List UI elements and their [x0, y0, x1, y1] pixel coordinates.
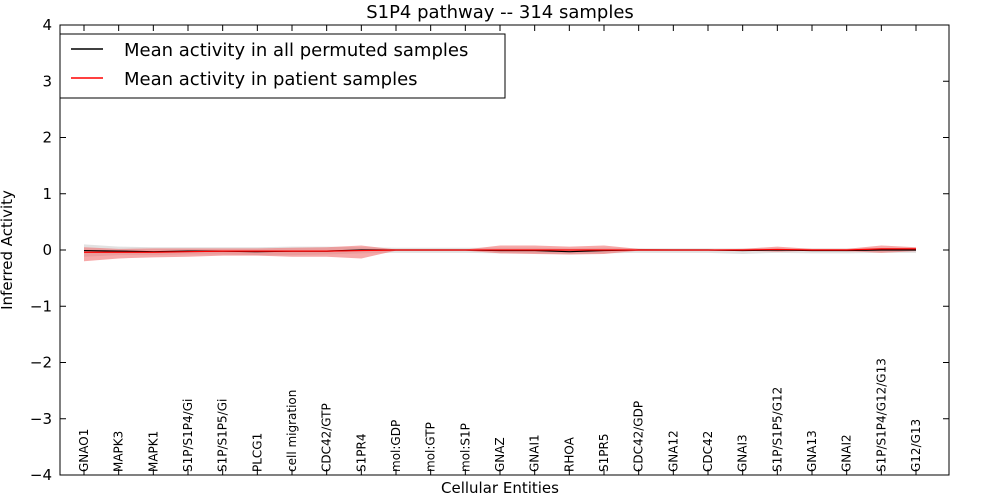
x-tick-label: mol:S1P — [458, 423, 472, 472]
legend: Mean activity in all permuted samples Me… — [59, 33, 506, 99]
y-tick-label: −1 — [30, 297, 52, 315]
x-axis: GNAO1 MAPK3 MAPK1 S1P/S1P4/Gi S1P/S1P5/Gi PLC… — [77, 25, 923, 475]
x-tick-label: GNAI3 — [736, 434, 750, 472]
y-tick-label: 4 — [42, 16, 52, 34]
y-tick-label: 3 — [42, 72, 52, 90]
x-tick-label: G12/G13 — [909, 419, 923, 472]
x-tick-label: GNA13 — [805, 430, 819, 472]
legend-label-patient: Mean activity in patient samples — [124, 69, 418, 90]
x-tick-label: PLCG1 — [250, 433, 264, 472]
x-tick-label: S1P/S1P5/Gi — [216, 399, 230, 472]
x-tick-label: S1P/S1P5/G12 — [770, 387, 784, 472]
x-tick-label: CDC42/GDP — [632, 401, 646, 472]
y-axis: 4 3 2 1 0 −1 −2 −3 −4 — [30, 16, 949, 484]
x-tick-label: GNAZ — [493, 437, 507, 472]
x-tick-label: CDC42/GTP — [320, 403, 334, 472]
confidence-bands — [84, 244, 916, 262]
x-tick-label: GNAO1 — [77, 429, 91, 472]
chart-title: S1P4 pathway -- 314 samples — [366, 2, 634, 23]
x-tick-label: GNA12 — [666, 430, 680, 472]
x-tick-label: CDC42 — [701, 431, 715, 472]
x-tick-label: GNAI1 — [528, 434, 542, 472]
y-axis-label: Inferred Activity — [0, 190, 16, 310]
x-tick-label: mol:GDP — [389, 420, 403, 472]
x-tick-label: mol:GTP — [424, 422, 438, 472]
x-tick-label: MAPK1 — [146, 431, 160, 472]
y-tick-label: 2 — [42, 129, 52, 147]
x-tick-label: S1PR4 — [354, 434, 368, 472]
legend-label-permuted: Mean activity in all permuted samples — [124, 40, 468, 61]
y-tick-label: 1 — [42, 185, 52, 203]
line-patient — [84, 248, 916, 253]
x-tick-label: S1PR5 — [597, 434, 611, 472]
x-tick-label: MAPK3 — [112, 431, 126, 472]
y-tick-label: 0 — [42, 241, 52, 259]
legend-box — [59, 33, 506, 99]
series-lines — [83, 248, 916, 253]
x-tick-label: S1P/S1P4/G12/G13 — [874, 358, 888, 472]
x-tick-label: RHOA — [562, 436, 576, 472]
x-axis-label: Cellular Entities — [441, 479, 559, 497]
y-tick-label: −2 — [30, 354, 52, 372]
x-tick-label: cell migration — [285, 390, 299, 472]
y-tick-label: −4 — [30, 466, 52, 484]
x-tick-label: S1P/S1P4/Gi — [181, 399, 195, 472]
y-tick-label: −3 — [30, 410, 52, 428]
x-tick-label: GNAI2 — [840, 434, 854, 472]
